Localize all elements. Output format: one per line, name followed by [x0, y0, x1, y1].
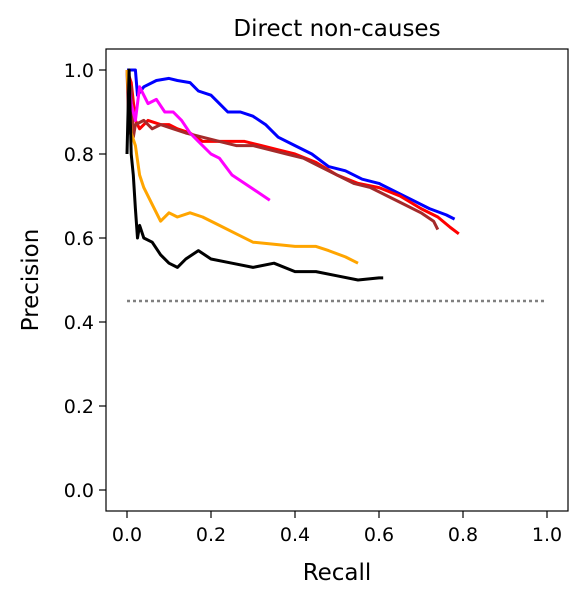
series-line-3: [125, 69, 271, 202]
y-tick-label: 0.0: [64, 480, 94, 502]
y-tick-label: 1.0: [64, 60, 94, 82]
series-line-1: [125, 69, 460, 236]
x-tick-label: 1.0: [532, 524, 562, 546]
y-axis: 0.0 0.2 0.4 0.6 0.8 1.0: [64, 60, 106, 502]
y-tick-label: 0.4: [64, 312, 94, 334]
x-tick-label: 0.2: [196, 524, 226, 546]
plot-frame: [105, 48, 569, 512]
y-tick-label: 0.6: [64, 228, 94, 250]
plot-lines: [125, 68, 547, 303]
x-tick-label: 0.6: [364, 524, 394, 546]
y-axis-label: Precision: [18, 229, 44, 332]
y-tick-label: 0.8: [64, 144, 94, 166]
series-line-4: [125, 69, 359, 265]
series-line-0: [127, 68, 456, 221]
x-tick-label: 0.0: [112, 524, 142, 546]
x-axis-label: Recall: [303, 560, 372, 586]
x-tick-label: 0.4: [280, 524, 310, 546]
x-tick-label: 0.8: [448, 524, 478, 546]
x-axis: 0.0 0.2 0.4 0.6 0.8 1.0: [112, 511, 562, 546]
series-line-5: [125, 68, 384, 282]
y-tick-label: 0.2: [64, 396, 94, 418]
chart-title: Direct non-causes: [233, 16, 440, 42]
series-line-2: [125, 69, 440, 231]
